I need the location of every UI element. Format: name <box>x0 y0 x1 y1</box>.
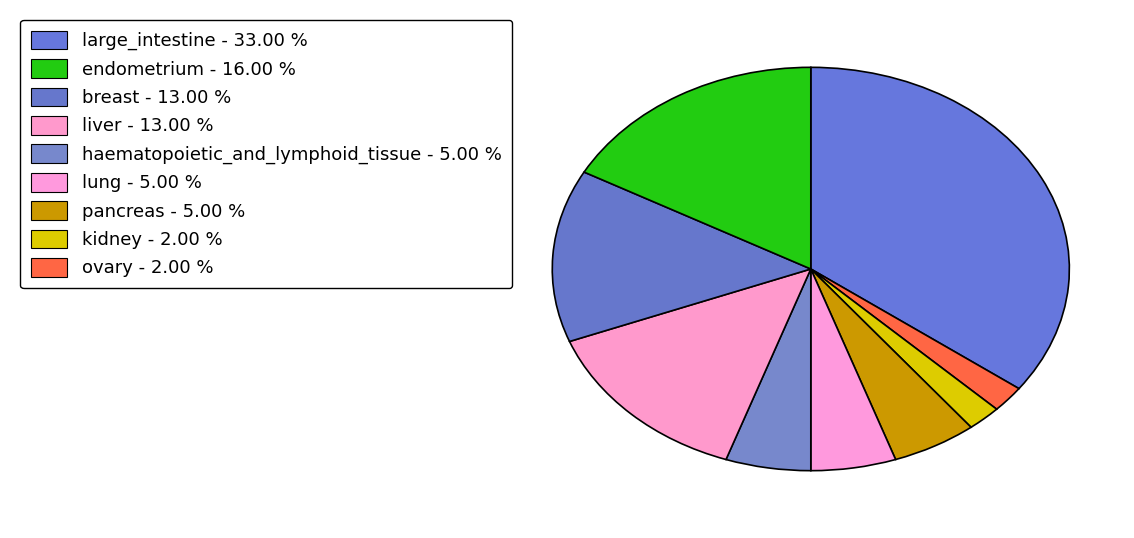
Legend: large_intestine - 33.00 %, endometrium - 16.00 %, breast - 13.00 %, liver - 13.0: large_intestine - 33.00 %, endometrium -… <box>20 20 513 288</box>
Wedge shape <box>811 269 997 427</box>
Wedge shape <box>811 67 1069 388</box>
Wedge shape <box>584 67 811 269</box>
Wedge shape <box>811 269 971 459</box>
Wedge shape <box>726 269 811 471</box>
Wedge shape <box>569 269 811 459</box>
Wedge shape <box>811 269 1019 409</box>
Wedge shape <box>811 269 896 471</box>
Wedge shape <box>552 172 811 342</box>
